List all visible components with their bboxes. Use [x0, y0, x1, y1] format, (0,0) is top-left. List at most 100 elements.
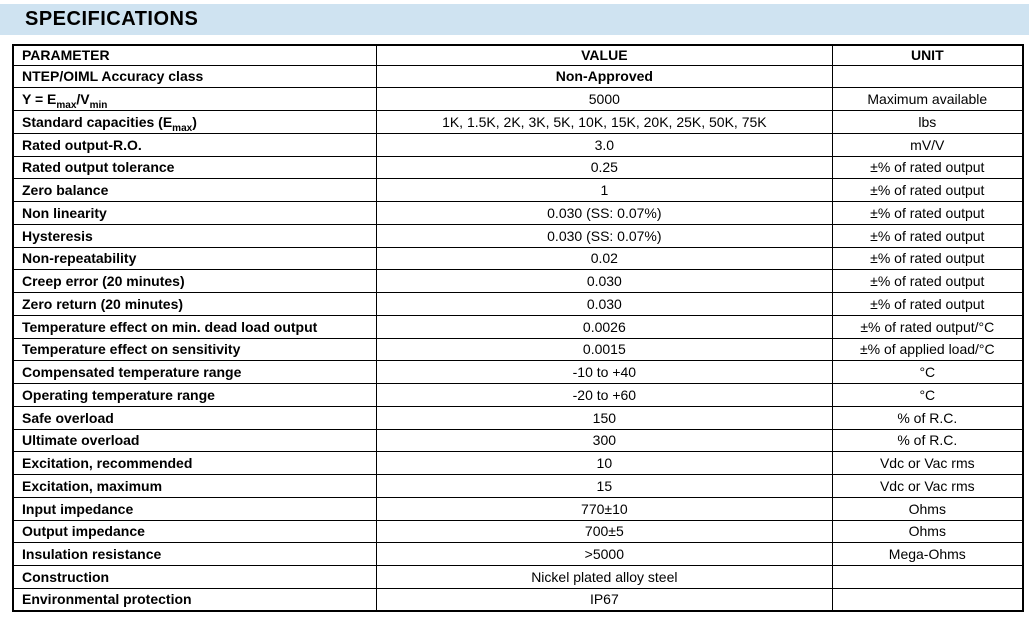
table-row: Standard capacities (Emax) 1K, 1.5K, 2K, …	[12, 110, 1024, 134]
parameter-cell: Compensated temperature range	[12, 360, 378, 384]
table-row: Zero balance 1 ±% of rated output	[12, 178, 1024, 202]
value-cell: 150	[376, 405, 833, 430]
table-row: Rated output tolerance 0.25 ±% of rated ou…	[12, 155, 1024, 180]
specifications-table: PARAMETER VALUE UNIT NTEP/OIML Accuracy …	[12, 44, 1024, 612]
value-cell: 0.25	[376, 155, 833, 180]
unit-cell: Vdc or Vac rms	[831, 474, 1024, 498]
parameter-cell: Standard capacities (Emax)	[12, 110, 378, 134]
value-cell: Nickel plated alloy steel	[376, 565, 833, 589]
value-cell: 0.030 (SS: 0.07%)	[376, 223, 833, 248]
value-cell: Non-Approved	[376, 64, 833, 89]
unit-cell: mV/V	[831, 132, 1024, 157]
title-band: SPECIFICATIONS	[0, 4, 1029, 35]
page-title: SPECIFICATIONS	[25, 8, 199, 30]
value-cell: 10	[376, 451, 833, 475]
table-row: Non linearity 0.030 (SS: 0.07%) ±% of rate…	[12, 201, 1024, 225]
table-row: Excitation, recommended 10 Vdc or Vac rms	[12, 451, 1024, 475]
unit-cell	[831, 64, 1024, 89]
table-row: NTEP/OIML Accuracy class Non-Approved	[12, 64, 1024, 89]
parameter-cell: Non-repeatability	[12, 246, 378, 271]
unit-cell: ±% of rated output	[831, 201, 1024, 225]
value-cell: 0.0015	[376, 337, 833, 362]
value-cell: IP67	[376, 587, 833, 612]
value-cell: -10 to +40	[376, 360, 833, 384]
table-row: Insulation resistance >5000 Mega-Ohms	[12, 542, 1024, 566]
column-header-parameter: PARAMETER	[12, 44, 378, 66]
parameter-cell: Temperature effect on sensitivity	[12, 337, 378, 362]
value-cell: 700±5	[376, 519, 833, 544]
unit-cell: ±% of applied load/°C	[831, 337, 1024, 362]
table-row: Compensated temperature range -10 to +40 °…	[12, 360, 1024, 384]
table-row: Input impedance 770±10 Ohms	[12, 496, 1024, 521]
table-row: Rated output-R.O. 3.0 mV/V	[12, 132, 1024, 157]
table-row: Safe overload 150% of R.C.	[12, 405, 1024, 430]
value-cell: 5000	[376, 87, 833, 111]
table-row: Y = Emax/Vmin 5000 Maximum available	[12, 87, 1024, 111]
unit-cell: % of R.C.	[831, 428, 1024, 453]
parameter-cell: Insulation resistance	[12, 542, 378, 566]
value-cell: 0.030 (SS: 0.07%)	[376, 201, 833, 225]
value-cell: >5000	[376, 542, 833, 566]
parameter-cell: Non linearity	[12, 201, 378, 225]
parameter-cell: Hysteresis	[12, 223, 378, 248]
unit-cell: °C	[831, 360, 1024, 384]
table-row: Temperature effect on min. dead load out…	[12, 314, 1024, 339]
parameter-cell: Environmental protection	[12, 587, 378, 612]
parameter-cell: Input impedance	[12, 496, 378, 521]
table-row: Environmental protection IP67	[12, 587, 1024, 612]
unit-cell: ±% of rated output	[831, 246, 1024, 271]
parameter-cell: Zero return (20 minutes)	[12, 292, 378, 316]
parameter-cell: Creep error (20 minutes)	[12, 269, 378, 293]
parameter-cell: Operating temperature range	[12, 383, 378, 407]
table-row: Ultimate overload 300% of R.C.	[12, 428, 1024, 453]
unit-cell: Vdc or Vac rms	[831, 451, 1024, 475]
parameter-cell: Excitation, maximum	[12, 474, 378, 498]
parameter-cell: Ultimate overload	[12, 428, 378, 453]
table-row: Non-repeatability 0.02 ±% of rated output	[12, 246, 1024, 271]
unit-cell: ±% of rated output	[831, 155, 1024, 180]
parameter-cell: Safe overload	[12, 405, 378, 430]
unit-cell: Ohms	[831, 496, 1024, 521]
unit-cell: °C	[831, 383, 1024, 407]
parameter-cell: Rated output-R.O.	[12, 132, 378, 157]
unit-cell	[831, 587, 1024, 612]
table-row: Output impedance 700±5 Ohms	[12, 519, 1024, 544]
value-cell: 0.030	[376, 269, 833, 293]
unit-cell: ±% of rated output/°C	[831, 314, 1024, 339]
value-cell: 0.02	[376, 246, 833, 271]
unit-cell: Mega-Ohms	[831, 542, 1024, 566]
unit-cell: Maximum available	[831, 87, 1024, 111]
unit-cell	[831, 565, 1024, 589]
table-row: Hysteresis 0.030 (SS: 0.07%) ±% of rated o…	[12, 223, 1024, 248]
unit-cell: ±% of rated output	[831, 178, 1024, 202]
value-cell: -20 to +60	[376, 383, 833, 407]
parameter-cell: Excitation, recommended	[12, 451, 378, 475]
table-row: Temperature effect on sensitivity 0.0015 ±…	[12, 337, 1024, 362]
unit-cell: % of R.C.	[831, 405, 1024, 430]
table-row: Construction Nickel plated alloy steel	[12, 565, 1024, 589]
parameter-cell: Rated output tolerance	[12, 155, 378, 180]
table-row: Creep error (20 minutes) 0.030 ±% of rated…	[12, 269, 1024, 293]
value-cell: 3.0	[376, 132, 833, 157]
table-row: Zero return (20 minutes) 0.030 ±% of rated…	[12, 292, 1024, 316]
column-header-unit: UNIT	[831, 44, 1024, 66]
parameter-cell: Temperature effect on min. dead load out…	[12, 314, 378, 339]
value-cell: 770±10	[376, 496, 833, 521]
unit-cell: lbs	[831, 110, 1024, 134]
parameter-cell: Output impedance	[12, 519, 378, 544]
table-row: Operating temperature range -20 to +60 °C	[12, 383, 1024, 407]
value-cell: 0.030	[376, 292, 833, 316]
table-header-row: PARAMETER VALUE UNIT	[12, 44, 1024, 66]
parameter-cell: NTEP/OIML Accuracy class	[12, 64, 378, 89]
value-cell: 0.0026	[376, 314, 833, 339]
value-cell: 300	[376, 428, 833, 453]
spec-table-body: NTEP/OIML Accuracy class Non-Approved Y = …	[12, 64, 1024, 612]
parameter-cell: Construction	[12, 565, 378, 589]
parameter-cell: Zero balance	[12, 178, 378, 202]
unit-cell: ±% of rated output	[831, 292, 1024, 316]
column-header-value: VALUE	[376, 44, 833, 66]
parameter-cell: Y = Emax/Vmin	[12, 87, 378, 111]
value-cell: 1K, 1.5K, 2K, 3K, 5K, 10K, 15K, 20K, 25K…	[376, 110, 833, 134]
unit-cell: ±% of rated output	[831, 223, 1024, 248]
